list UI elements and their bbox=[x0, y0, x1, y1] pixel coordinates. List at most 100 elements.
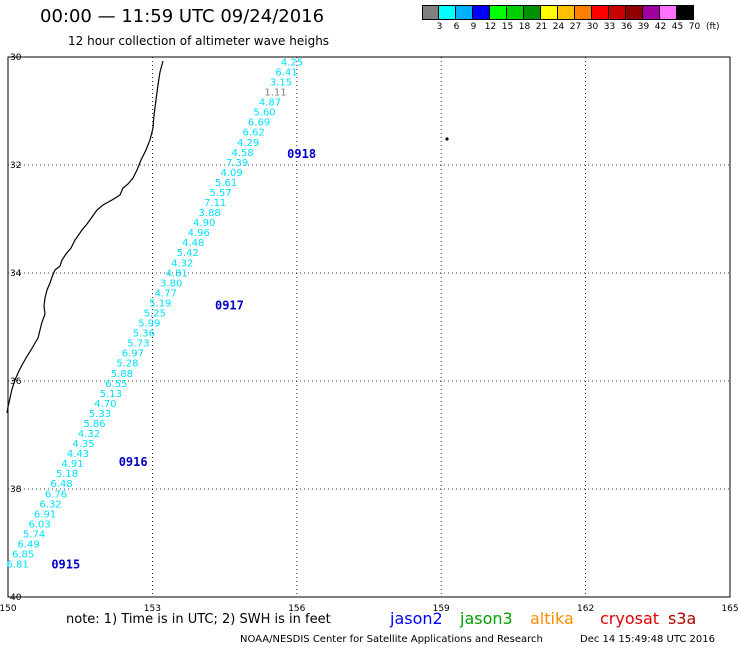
time-labels: 0918 0917 0916 0915 bbox=[51, 147, 316, 571]
legend-label: 9 bbox=[470, 22, 477, 32]
swh-value: 5.74 bbox=[23, 529, 45, 540]
swh-value: 5.13 bbox=[100, 389, 122, 400]
swh-value: 6.81 bbox=[6, 560, 28, 571]
swh-value: 5.99 bbox=[138, 319, 160, 330]
legend-label: 6 bbox=[453, 22, 460, 32]
swh-value: 6.41 bbox=[275, 67, 297, 78]
chart-grid bbox=[8, 57, 730, 597]
swh-value: 5.42 bbox=[177, 248, 199, 259]
legend-swatch bbox=[507, 5, 524, 20]
x-tick-label: 156 bbox=[288, 604, 305, 614]
swh-value: 6.32 bbox=[39, 499, 61, 510]
swh-value: 4.90 bbox=[193, 218, 215, 229]
color-legend bbox=[422, 5, 694, 20]
legend-swatch bbox=[592, 5, 609, 20]
swh-value: 5.57 bbox=[210, 188, 232, 199]
pass-time-label: 0916 bbox=[119, 455, 148, 469]
legend-label: 30 bbox=[586, 22, 599, 32]
coastline bbox=[6, 60, 164, 414]
legend-label: 12 bbox=[484, 22, 497, 32]
legend-swatch bbox=[626, 5, 643, 20]
swh-value: 4.32 bbox=[78, 429, 100, 440]
swh-value: 4.32 bbox=[171, 258, 193, 269]
legend-label: 3 bbox=[436, 22, 443, 32]
legend-swatch bbox=[456, 5, 473, 20]
chart-axes: 150 153 156 159 162 165 30 32 34 36 38 40 bbox=[0, 53, 739, 614]
satellite-label: cryosat bbox=[600, 609, 660, 628]
y-tick-label: 36 bbox=[10, 377, 22, 387]
legend-label: 21 bbox=[535, 22, 548, 32]
satellite-label: s3a bbox=[668, 609, 697, 628]
satellite-label: jason3 bbox=[460, 609, 513, 628]
x-tick-label: 162 bbox=[577, 604, 594, 614]
legend-label: 18 bbox=[518, 22, 531, 32]
legend-label: 15 bbox=[501, 22, 514, 32]
swh-value: 4.81 bbox=[166, 268, 188, 279]
swh-value: 5.61 bbox=[215, 178, 237, 189]
legend-label: 39 bbox=[637, 22, 650, 32]
timestamp: Dec 14 15:49:48 UTC 2016 bbox=[580, 634, 715, 645]
swh-value: 6.48 bbox=[50, 479, 72, 490]
swh-value: 5.73 bbox=[127, 339, 149, 350]
pass-time-label: 0917 bbox=[215, 298, 244, 312]
chart-title: 00:00 — 11:59 UTC 09/24/2016 bbox=[40, 6, 325, 27]
swh-value: 7.11 bbox=[204, 198, 226, 209]
swh-value: 4.91 bbox=[61, 459, 83, 470]
swh-value: 4.58 bbox=[231, 148, 253, 159]
swh-value: 4.43 bbox=[67, 449, 89, 460]
legend-swatch bbox=[575, 5, 592, 20]
legend-label: 33 bbox=[603, 22, 616, 32]
swh-value: 5.86 bbox=[83, 419, 105, 430]
legend-swatch bbox=[524, 5, 541, 20]
swh-value: 5.60 bbox=[253, 108, 275, 119]
swh-value: 6.55 bbox=[105, 379, 127, 390]
swh-value: 6.62 bbox=[242, 128, 264, 139]
swh-value: 5.18 bbox=[56, 469, 78, 480]
swh-value: 4.35 bbox=[72, 439, 94, 450]
x-tick-label: 150 bbox=[0, 604, 17, 614]
legend-swatch bbox=[660, 5, 677, 20]
swh-value: 5.36 bbox=[133, 329, 155, 340]
credit-line: NOAA/NESDIS Center for Satellite Applica… bbox=[240, 634, 543, 645]
legend-label: 36 bbox=[620, 22, 633, 32]
pass-time-label: 0918 bbox=[287, 147, 316, 161]
pass-time-label: 0915 bbox=[51, 558, 80, 572]
y-tick-label: 34 bbox=[10, 269, 22, 279]
satellite-label: altika bbox=[530, 609, 574, 628]
legend-swatch bbox=[439, 5, 456, 20]
x-tick-label: 165 bbox=[721, 604, 738, 614]
legend-label: 24 bbox=[552, 22, 565, 32]
x-tick-label: 159 bbox=[433, 604, 450, 614]
swh-value: 3.80 bbox=[160, 278, 182, 289]
legend-label: 45 bbox=[671, 22, 684, 32]
swh-value: 4.77 bbox=[155, 288, 177, 299]
swh-value: 5.28 bbox=[116, 359, 138, 370]
legend-swatch bbox=[473, 5, 490, 20]
swh-value: 4.25 bbox=[281, 57, 303, 68]
swh-value: 3.88 bbox=[199, 208, 221, 219]
legend-swatch bbox=[643, 5, 660, 20]
swh-value: 4.09 bbox=[220, 168, 242, 179]
swh-value: 5.19 bbox=[149, 298, 171, 309]
swh-value: 7.39 bbox=[226, 158, 248, 169]
y-tick-label: 32 bbox=[10, 161, 21, 171]
legend-label: 42 bbox=[654, 22, 667, 32]
swh-value: 4.48 bbox=[182, 238, 204, 249]
swh-value: 4.70 bbox=[94, 399, 116, 410]
legend-swatch bbox=[490, 5, 507, 20]
legend-label: 27 bbox=[569, 22, 582, 32]
legend-swatch bbox=[422, 5, 439, 20]
swh-value: 6.91 bbox=[34, 509, 56, 520]
swh-value: 5.88 bbox=[111, 369, 133, 380]
swh-value: 6.76 bbox=[45, 489, 67, 500]
swh-value: 6.03 bbox=[28, 519, 50, 530]
swh-value: 1.11 bbox=[264, 88, 286, 99]
legend-units: (ft) bbox=[706, 22, 720, 32]
swh-value: 6.97 bbox=[122, 349, 144, 360]
swh-value: 6.85 bbox=[12, 550, 34, 561]
legend-swatch bbox=[558, 5, 575, 20]
y-tick-label: 38 bbox=[10, 485, 22, 495]
swh-value: 4.87 bbox=[259, 98, 281, 109]
y-tick-label: 40 bbox=[10, 593, 22, 603]
